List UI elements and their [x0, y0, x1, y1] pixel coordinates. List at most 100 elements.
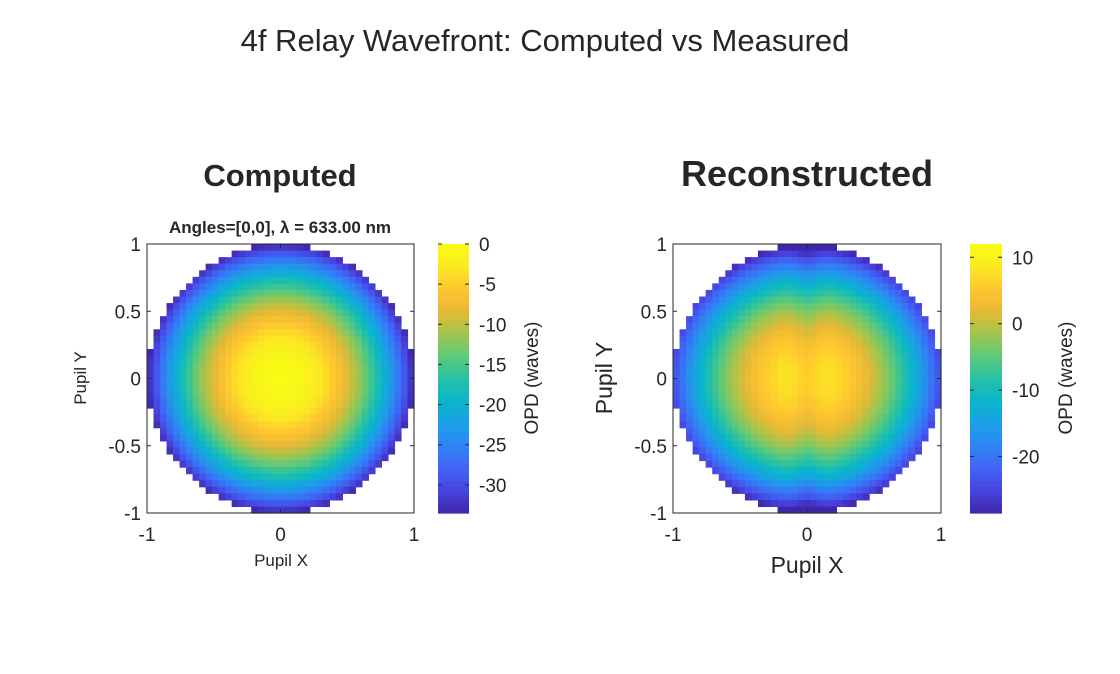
reconstructed-heatmap-cell [738, 427, 746, 435]
reconstructed-heatmap-cell [725, 414, 733, 422]
reconstructed-heatmap-cell [849, 276, 857, 284]
computed-heatmap-cell [179, 362, 187, 370]
computed-heatmap-cell [238, 362, 246, 370]
reconstructed-heatmap-cell [790, 434, 798, 442]
computed-heatmap-cell [257, 257, 265, 265]
reconstructed-colorbar-band [970, 468, 1002, 474]
reconstructed-heatmap-cell [908, 394, 916, 403]
computed-heatmap-cell [251, 401, 259, 409]
computed-heatmap-cell [199, 270, 207, 278]
computed-heatmap-cell [270, 375, 278, 383]
computed-heatmap-cell [192, 348, 200, 357]
reconstructed-heatmap-cell [764, 362, 772, 370]
reconstructed-heatmap-cell [705, 375, 713, 383]
computed-heatmap-cell [283, 257, 291, 265]
reconstructed-heatmap-cell [790, 283, 798, 291]
reconstructed-heatmap-cell [738, 289, 746, 298]
reconstructed-heatmap-cell [692, 348, 700, 357]
reconstructed-heatmap-cell [882, 335, 890, 344]
reconstructed-heatmap-cell [803, 329, 811, 337]
reconstructed-heatmap-cell [731, 447, 739, 455]
reconstructed-heatmap-cell [829, 322, 838, 330]
reconstructed-heatmap-cell [888, 414, 896, 422]
computed-heatmap-cell [270, 270, 278, 278]
reconstructed-heatmap-cell [803, 394, 811, 403]
computed-heatmap-cell [257, 421, 265, 429]
computed-heatmap-cell [166, 303, 174, 311]
reconstructed-heatmap-cell [869, 348, 877, 357]
computed-heatmap-cell [316, 499, 324, 508]
reconstructed-colorbar-tick-label: -20 [1012, 448, 1039, 469]
reconstructed-heatmap-cell [842, 388, 851, 396]
reconstructed-heatmap-cell [908, 375, 916, 383]
computed-heatmap-cell [251, 368, 259, 376]
reconstructed-heatmap-cell [869, 355, 877, 363]
reconstructed-heatmap-cell [725, 355, 733, 363]
reconstructed-heatmap-cell [679, 348, 687, 357]
reconstructed-heatmap-cell [901, 381, 909, 389]
reconstructed-heatmap-cell [908, 368, 916, 376]
computed-heatmap-cell [348, 322, 356, 330]
computed-heatmap-cell [381, 348, 389, 357]
computed-heatmap-cell [335, 270, 343, 278]
computed-heatmap-cell [407, 355, 415, 363]
reconstructed-heatmap-cell [744, 394, 753, 403]
computed-heatmap-cell [218, 388, 226, 396]
reconstructed-heatmap-cell [836, 368, 844, 376]
computed-colorbar-band [438, 311, 469, 317]
reconstructed-heatmap-cell [777, 421, 785, 429]
reconstructed-heatmap-cell [725, 394, 733, 403]
computed-heatmap-cell [166, 309, 174, 317]
computed-heatmap-cell [192, 283, 200, 291]
computed-heatmap-cell [394, 322, 402, 330]
reconstructed-heatmap-cell [856, 362, 864, 370]
reconstructed-heatmap-cell [784, 381, 792, 389]
computed-heatmap-cell [303, 440, 311, 448]
reconstructed-heatmap-cell [810, 276, 818, 284]
reconstructed-x-tick-label: -1 [665, 525, 682, 546]
reconstructed-heatmap-cell [842, 250, 851, 258]
reconstructed-heatmap-cell [731, 421, 739, 429]
computed-heatmap-cell [368, 460, 376, 468]
reconstructed-heatmap-cell [914, 375, 922, 383]
computed-heatmap-cell [335, 467, 343, 475]
computed-x-tick-label: 1 [409, 525, 420, 546]
computed-heatmap-cell [381, 453, 389, 462]
reconstructed-heatmap-cell [718, 381, 726, 389]
reconstructed-heatmap-cell [842, 453, 851, 462]
reconstructed-heatmap-cell [744, 381, 753, 389]
reconstructed-heatmap-cell [712, 368, 720, 376]
computed-colorbar-ticks: 0-5-10-15-20-25-30 [438, 235, 506, 497]
computed-heatmap-cell [309, 408, 317, 416]
reconstructed-heatmap-cell [686, 388, 694, 396]
reconstructed-heatmap-cell [764, 460, 772, 468]
computed-heatmap-cell [296, 263, 304, 271]
reconstructed-heatmap-cell [862, 427, 870, 435]
reconstructed-heatmap-cell [810, 296, 818, 304]
reconstructed-heatmap-cell [771, 401, 779, 409]
reconstructed-heatmap-cell [829, 362, 838, 370]
computed-heatmap-cell [290, 467, 298, 475]
reconstructed-colorbar-tick-label: 10 [1012, 248, 1033, 269]
computed-heatmap-cell [257, 460, 265, 468]
computed-heatmap-cell [251, 421, 259, 429]
reconstructed-heatmap-cell [686, 434, 694, 442]
reconstructed-heatmap-cell [757, 322, 766, 330]
computed-heatmap-cell [355, 368, 363, 376]
reconstructed-heatmap-cell [810, 329, 818, 337]
reconstructed-heatmap-cell [882, 401, 890, 409]
reconstructed-heatmap-cell [849, 309, 857, 317]
computed-heatmap-cell [153, 375, 161, 383]
reconstructed-heatmap-cell [725, 289, 733, 298]
computed-heatmap-cell [342, 486, 350, 494]
reconstructed-heatmap-cell [810, 355, 818, 363]
reconstructed-heatmap-cell [679, 394, 687, 403]
reconstructed-heatmap-cell [771, 296, 779, 304]
reconstructed-heatmap-cell [914, 440, 922, 448]
computed-heatmap-cell [348, 401, 356, 409]
reconstructed-heatmap-cell [869, 460, 877, 468]
reconstructed-heatmap-cell [842, 493, 851, 501]
reconstructed-heatmap-cell [901, 388, 909, 396]
computed-y-tick-label: 0.5 [115, 302, 141, 323]
reconstructed-heatmap-cell [888, 335, 896, 344]
